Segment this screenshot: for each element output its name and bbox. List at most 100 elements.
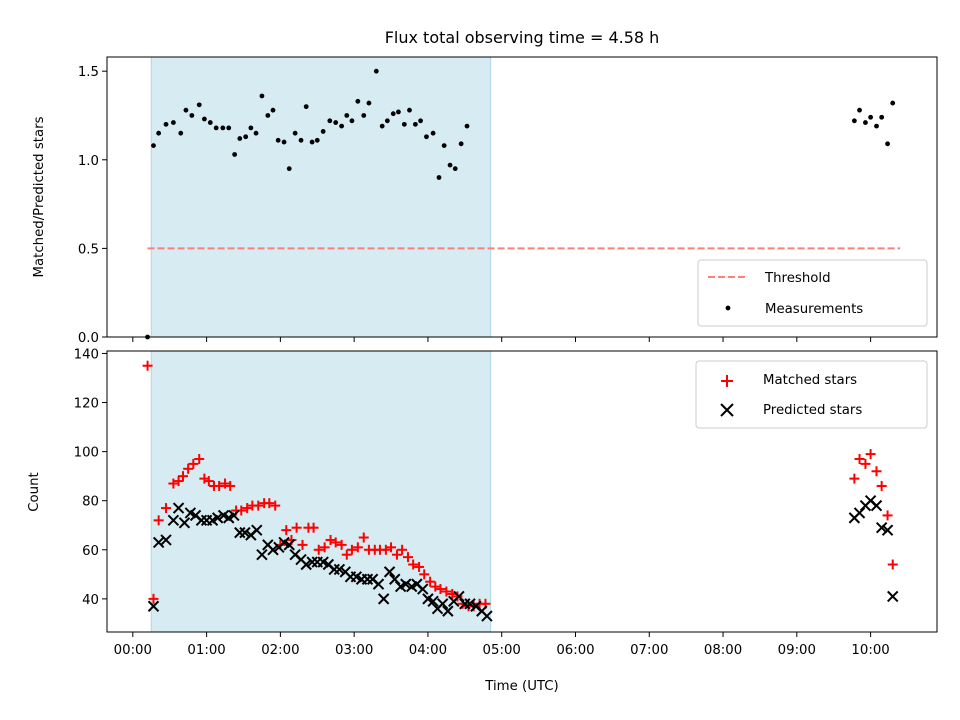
predicted-star-point (377, 593, 390, 605)
measurement-point (339, 123, 345, 129)
predicted-star-point (160, 534, 172, 546)
measurement-point (265, 113, 271, 118)
measurement-point (292, 130, 298, 136)
measurement-point (196, 102, 202, 108)
measurement-point (298, 137, 304, 143)
matched-star-point (386, 542, 397, 553)
top-legend: Threshold Measurements (697, 259, 928, 327)
matched-star-point (414, 561, 425, 572)
matched-star-point (330, 537, 341, 548)
matched-star-point (153, 515, 164, 526)
measurement-point (384, 118, 390, 124)
bottom-y-tick-label: 100 (74, 446, 99, 461)
measurement-point (361, 113, 367, 118)
observing-window-shade (150, 350, 492, 633)
predicted-star-point (887, 590, 899, 603)
top-y-axis-label: Matched/Predicted stars (32, 116, 47, 277)
matched-star-point (148, 593, 159, 604)
predicted-star-point (267, 544, 279, 556)
matched-star-point (352, 542, 363, 553)
matched-star-point (871, 466, 882, 477)
measurement-point (344, 113, 350, 118)
bottom-x-tick-label: 05:00 (483, 643, 521, 658)
bottom-plot-frame (106, 350, 938, 633)
predicted-star-point (400, 578, 412, 590)
matched-star-point (876, 480, 887, 491)
bottom-x-tick-label: 03:00 (335, 643, 373, 658)
measurement-point (890, 100, 896, 106)
measurement-point (396, 109, 401, 115)
measurement-point (424, 134, 429, 140)
measurement-point (879, 114, 885, 120)
measurement-point (275, 137, 281, 143)
measurement-point (447, 162, 453, 168)
measurement-point (418, 118, 423, 124)
bottom-y-tick-label: 80 (82, 495, 99, 510)
predicted-star-point (211, 512, 224, 524)
top-plot-frame (106, 56, 938, 338)
measurement-point (232, 152, 238, 157)
measurement-point (863, 120, 868, 125)
predicted-star-point (459, 598, 471, 610)
predicted-star-point (442, 605, 454, 617)
matched-star-point (887, 559, 898, 570)
matched-star-point (173, 476, 184, 487)
matched-star-point (264, 498, 275, 509)
bottom-y-axis-label: Count (27, 472, 42, 512)
matched-star-point (435, 584, 446, 595)
measurement-point (320, 129, 326, 134)
predicted-star-point (228, 509, 240, 522)
matched-star-point (408, 559, 419, 570)
predicted-star-point (147, 600, 160, 612)
measurement-point (436, 175, 442, 180)
predicted-star-point (875, 521, 888, 534)
predicted-star-point (234, 526, 246, 539)
predicted-star-point (870, 499, 883, 512)
measurement-point (207, 120, 213, 125)
matched-star-point (854, 453, 865, 464)
matched-star-point (336, 539, 347, 550)
measurement-point (253, 130, 259, 136)
bottom-y-tick-label: 120 (74, 397, 99, 412)
matched-star-point (220, 478, 231, 489)
predicted-star-point (453, 590, 465, 603)
bottom-x-tick-label: 06:00 (556, 643, 594, 658)
predicted-star-point (328, 563, 340, 576)
matched-star-point (380, 544, 391, 555)
predicted-star-point (256, 548, 268, 561)
bottom-x-tick-label: 02:00 (261, 643, 299, 658)
measurement-point (373, 68, 379, 74)
predicted-star-point (427, 595, 439, 608)
matched-star-point (346, 544, 357, 555)
measurement-point (270, 107, 276, 113)
top-y-tick-label: 1.5 (78, 65, 99, 80)
measurement-point (220, 125, 226, 131)
measurement-point (151, 143, 156, 149)
bottom-x-tick-label: 01:00 (187, 643, 225, 658)
bottom-x-tick-label: 09:00 (778, 643, 816, 658)
matched-star-point (325, 534, 336, 545)
matched-star-point (253, 500, 264, 511)
measurement-point (213, 125, 219, 131)
bottom-y-tick-label: 60 (82, 544, 99, 559)
matched-star-point (882, 510, 893, 521)
matched-star-point (214, 480, 225, 491)
predicted-star-point (195, 514, 208, 527)
matched-star-point (341, 549, 352, 560)
predicted-star-point (251, 524, 263, 536)
measurement-point (226, 125, 232, 131)
predicted-star-point (333, 563, 346, 576)
matched-star-point (860, 458, 871, 469)
top-y-tick-label: 0.5 (78, 242, 99, 257)
measurement-point (874, 123, 879, 129)
matched-star-point (183, 463, 194, 474)
matched-star-point (188, 458, 199, 469)
matched-star-point (425, 576, 436, 587)
measurements-legend-swatch (725, 305, 731, 311)
matched-star-point (358, 532, 369, 543)
measurement-point (366, 100, 372, 106)
measurement-point (178, 130, 184, 136)
measurement-point (401, 121, 407, 127)
matched-star-point (849, 473, 860, 484)
